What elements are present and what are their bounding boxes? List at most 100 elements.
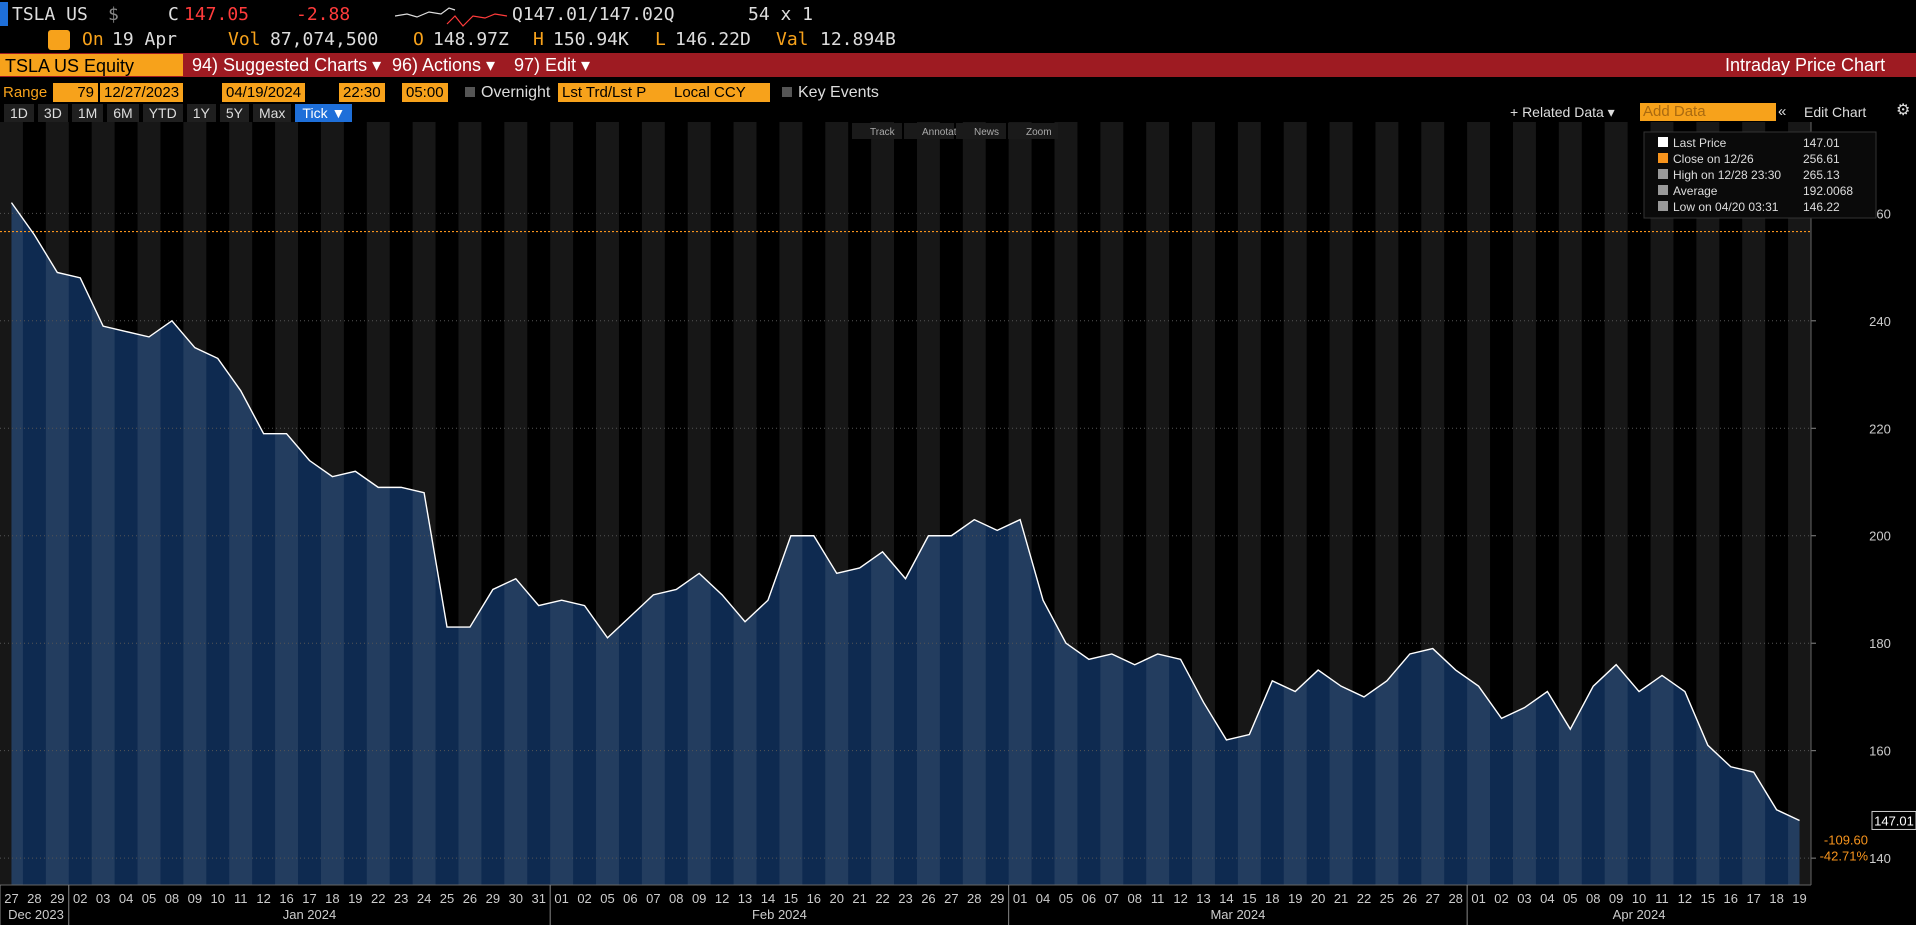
day-stripe	[550, 122, 574, 885]
currency-select[interactable]: Local CCY	[670, 83, 770, 102]
stat-value: 146.22D	[675, 29, 751, 50]
month-label: Feb 2024	[752, 907, 807, 922]
day-stripe	[1512, 122, 1536, 885]
end-date[interactable]: 04/19/2024	[222, 83, 306, 102]
stat-value: 87,074,500	[270, 29, 379, 50]
period-button[interactable]: 1D	[4, 104, 34, 122]
related-data[interactable]: + Related Data ▾	[1510, 104, 1615, 120]
period-button[interactable]: 1Y	[186, 104, 216, 122]
key-events: Key Events	[798, 84, 879, 101]
legend-value: 265.13	[1803, 168, 1840, 182]
y-tick-label: 220	[1869, 421, 1891, 436]
tool-button[interactable]	[904, 123, 954, 139]
area	[11, 202, 1800, 885]
price-type[interactable]: Lst Trd/Lst P	[558, 83, 670, 102]
x-tick-label: 18	[1769, 891, 1783, 906]
period-button[interactable]: 6M	[107, 104, 139, 122]
x-tick-label: 02	[73, 891, 87, 906]
alert-icon[interactable]	[48, 30, 70, 50]
x-tick-label: 12	[715, 891, 729, 906]
stat-value: 12.894B	[820, 29, 896, 50]
x-tick-label: 19	[1792, 891, 1806, 906]
legend-icon	[1658, 137, 1668, 147]
month-label: Mar 2024	[1210, 907, 1265, 922]
window-title: Intraday Price Chart	[1725, 55, 1886, 75]
checkbox[interactable]	[782, 87, 792, 97]
menu-item[interactable]: 94) Suggested Charts ▾	[192, 55, 382, 75]
day-stripe	[871, 122, 895, 885]
month-label: Jan 2024	[283, 907, 337, 922]
time-end[interactable]: 05:00	[402, 83, 448, 102]
menu-item[interactable]: 97) Edit ▾	[514, 55, 591, 75]
x-tick-label: 29	[990, 891, 1004, 906]
day-stripe	[916, 122, 940, 885]
period-button[interactable]: Max	[252, 104, 292, 122]
x-tick-label: 16	[807, 891, 821, 906]
tool-button[interactable]	[852, 123, 902, 139]
legend-label: Last Price	[1673, 136, 1727, 150]
x-tick-label: 17	[1746, 891, 1760, 906]
day-stripe	[504, 122, 528, 885]
y-tick-label: 180	[1869, 636, 1891, 651]
edit-chart[interactable]: Edit Chart	[1804, 104, 1867, 120]
x-tick-label: 11	[234, 891, 248, 906]
x-tick-label: 29	[486, 891, 500, 906]
x-tick-label: 26	[1403, 891, 1417, 906]
stat-label: O	[413, 29, 424, 50]
tool-label: Annotate	[922, 127, 962, 138]
period-button[interactable]: 1M	[71, 104, 104, 122]
day-stripe	[825, 122, 849, 885]
day-stripe	[229, 122, 253, 885]
collapse[interactable]: «	[1778, 103, 1787, 120]
x-tick-label: 03	[1517, 891, 1531, 906]
legend-icon	[1658, 201, 1668, 211]
time-start[interactable]: 22:30	[339, 83, 385, 102]
day-stripe	[275, 122, 299, 885]
day-stripe	[458, 122, 482, 885]
period-button-active[interactable]: Tick ▼	[295, 104, 353, 122]
x-tick-label: 08	[1586, 891, 1600, 906]
x-tick-label: 12	[256, 891, 270, 906]
period-button[interactable]: 3D	[37, 104, 68, 122]
x-tick-label: 16	[279, 891, 293, 906]
stat-label: H	[533, 29, 544, 50]
x-tick-label: 09	[692, 891, 706, 906]
range-input[interactable]: 79	[53, 83, 98, 102]
x-tick-label: 28	[967, 891, 981, 906]
period-button[interactable]: YTD	[142, 104, 183, 122]
menu-item[interactable]: 96) Actions ▾	[392, 55, 496, 75]
day-stripe	[1421, 122, 1445, 885]
sparkline	[395, 7, 508, 27]
day-stripe	[320, 122, 344, 885]
stat-label: Val	[776, 29, 809, 50]
x-tick-label: 05	[142, 891, 156, 906]
start-date[interactable]: 12/27/2023	[100, 83, 184, 102]
month-label: Dec 2023	[8, 907, 64, 922]
x-tick-label: 26	[921, 891, 935, 906]
x-tick-label: 06	[1082, 891, 1096, 906]
period-button[interactable]: 5Y	[219, 104, 249, 122]
security-box[interactable]	[0, 54, 183, 76]
chart: 140160180200220240260147.01-109.60-42.71…	[0, 122, 1916, 925]
legend-icon	[1658, 185, 1668, 195]
day-stripe	[1742, 122, 1766, 885]
day-stripe	[91, 122, 115, 885]
x-tick-label: 05	[1563, 891, 1577, 906]
day-stripe	[137, 122, 161, 885]
day-stripe	[0, 122, 23, 885]
currency: $	[108, 4, 119, 25]
x-tick-label: 21	[852, 891, 866, 906]
add-data[interactable]: Add Data	[1640, 103, 1776, 121]
tool-button[interactable]	[1008, 123, 1058, 139]
tool-button[interactable]	[956, 123, 1006, 139]
checkbox[interactable]	[465, 87, 475, 97]
x-tick-label: 01	[1471, 891, 1485, 906]
settings[interactable]: ⚙	[1896, 102, 1911, 119]
period-bar: 1D 3D 1M 6M YTD 1Y 5Y Max Tick ▼	[4, 102, 353, 122]
day-stripe	[1696, 122, 1720, 885]
x-tick-label: 08	[165, 891, 179, 906]
change: -2.88	[296, 4, 351, 25]
x-tick-label: 30	[509, 891, 523, 906]
day-stripe	[962, 122, 986, 885]
